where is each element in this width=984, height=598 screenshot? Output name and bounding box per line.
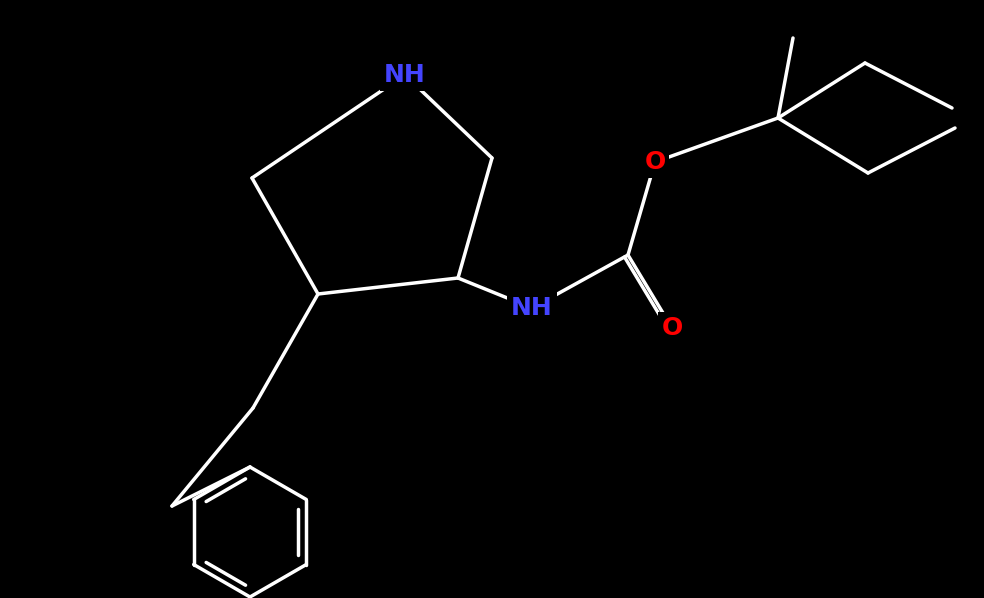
Text: O: O	[661, 316, 683, 340]
Text: NH: NH	[384, 63, 426, 87]
Text: NH: NH	[511, 296, 553, 320]
Text: O: O	[645, 150, 665, 174]
